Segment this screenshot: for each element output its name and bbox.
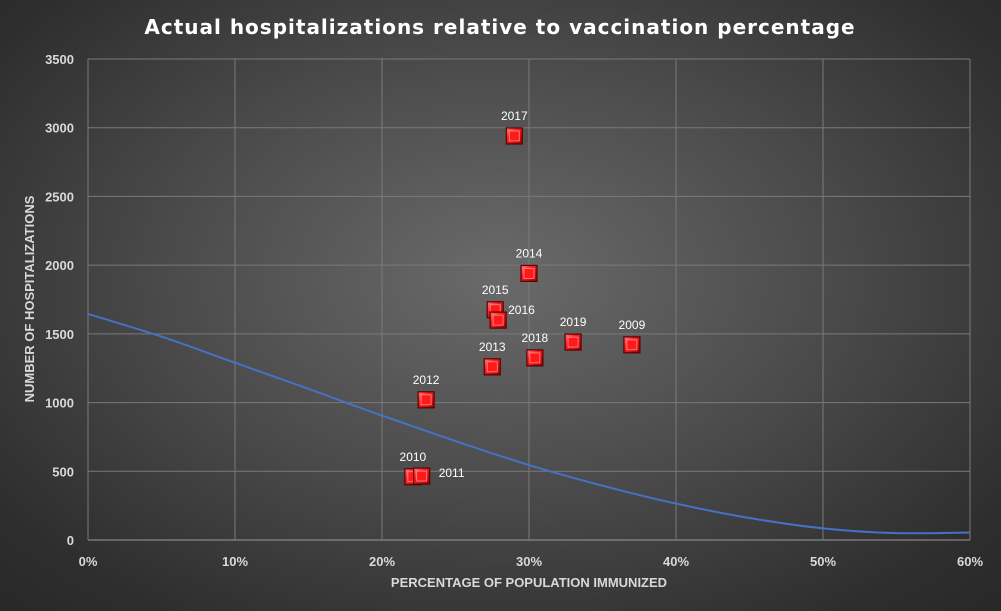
data-point-inner-2011 [416, 470, 428, 482]
data-label-2019: 2019 [560, 315, 587, 329]
data-label-2012: 2012 [413, 373, 440, 387]
y-tick-label: 1000 [45, 396, 74, 411]
data-point-inner-2019 [567, 336, 579, 348]
data-label-2013: 2013 [479, 340, 506, 354]
x-tick-label: 50% [810, 554, 836, 569]
data-label-2011: 2011 [439, 466, 465, 480]
y-axis-title: NUMBER OF HOSPITALIZATIONS [22, 195, 37, 402]
y-tick-label: 0 [67, 533, 74, 548]
data-label-2016: 2016 [508, 303, 535, 317]
data-label-2014: 2014 [516, 246, 543, 260]
data-label-2010: 2010 [400, 450, 427, 464]
data-point-inner-2009 [626, 339, 638, 351]
data-point-inner-2018 [529, 352, 541, 364]
data-label-2018: 2018 [522, 331, 549, 345]
x-tick-label: 30% [516, 554, 542, 569]
data-point-inner-2013 [486, 361, 498, 373]
data-point-inner-2014 [523, 267, 535, 279]
x-axis-title: PERCENTAGE OF POPULATION IMMUNIZED [391, 575, 667, 590]
data-points: 2009 2010 2011 2012 2013 2014 2015 2016 2017 2018… [400, 109, 646, 486]
gridlines [87, 58, 971, 541]
y-tick-label: 2000 [45, 258, 74, 273]
y-tick-label: 1500 [45, 327, 74, 342]
chart-title: Actual hospitalizations relative to vacc… [144, 15, 855, 39]
x-axis-ticks: 0% 10% 20% 30% 40% 50% 60% [79, 554, 984, 569]
y-tick-label: 500 [52, 464, 74, 479]
x-tick-label: 10% [222, 554, 248, 569]
y-tick-label: 3500 [45, 52, 74, 67]
x-tick-label: 60% [957, 554, 983, 569]
x-tick-label: 40% [663, 554, 689, 569]
data-label-2009: 2009 [619, 318, 646, 332]
data-point-inner-2016 [492, 314, 504, 326]
y-axis-ticks: 0 500 1000 1500 2000 2500 3000 3500 [45, 52, 74, 548]
y-tick-label: 3000 [45, 121, 74, 136]
data-label-2015: 2015 [482, 283, 509, 297]
trendline [87, 312, 971, 535]
data-point-inner-2017 [508, 130, 520, 142]
data-label-2017: 2017 [501, 109, 528, 123]
x-tick-label: 20% [369, 554, 395, 569]
data-point-inner-2012 [420, 394, 432, 406]
y-tick-label: 2500 [45, 189, 74, 204]
x-tick-label: 0% [79, 554, 98, 569]
